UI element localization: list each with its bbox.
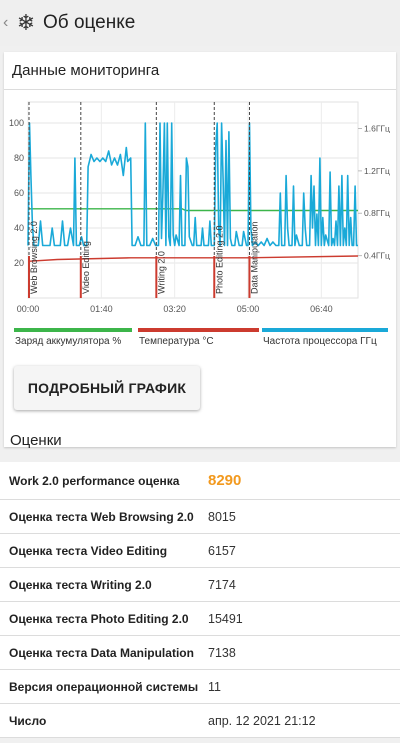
table-row: Оценка теста Writing 2.0 7174 [0,568,400,602]
series-line-battery [28,208,358,212]
legend-swatch-2 [262,328,388,332]
page-title: Об оценке [43,12,136,33]
y-right-tick-label: 1.2ГГц [364,166,390,176]
legend-label: Температура °C [139,336,214,347]
test-marker-label: Web Browsing 2.0 [29,221,39,294]
score-label: Оценка теста Writing 2.0 [9,578,152,592]
snowflake-icon: ❄ [16,10,36,35]
x-tick-label: 00:00 [17,304,40,314]
table-row: Оценка теста Video Editing 6157 [0,534,400,568]
plot-area [27,101,359,299]
y-tick-label: 20 [14,258,24,268]
y-right-tick-label: 1.6ГГц [364,123,390,133]
monitoring-title: Данные мониторинга [12,62,160,79]
y-right-tick-label: 0.8ГГц [364,208,390,218]
test-marker-label: Video Editing [81,241,91,294]
score-label: Оценка теста Video Editing [9,544,168,558]
scores-table: Work 2.0 performance оценка 8290 Оценка те… [0,462,400,738]
test-marker-label: Data Manipulation [249,221,259,294]
y-tick-label: 40 [14,223,24,233]
y-tick-label: 100 [9,118,24,128]
monitoring-chart[interactable]: 100 80 60 40 20 1.6ГГц 1.2ГГц 0.8ГГц 0.4ГГц 00:00… [4,52,396,352]
test-marker-label: Writing 2.0 [156,251,166,294]
x-tick-label: 05:00 [237,304,260,314]
test-marker-label: Photo Editing 2.0 [214,225,224,294]
score-value: 8015 [208,510,236,524]
app-bar: ‹ ❄ Об оценке [0,0,400,46]
y-right-tick-label: 0.4ГГц [364,251,390,261]
table-row: Work 2.0 performance оценка 8290 [0,462,400,500]
x-tick-label: 06:40 [310,304,333,314]
x-tick-label: 03:20 [163,304,186,314]
legend-swatch-0 [14,328,132,332]
y-tick-label: 60 [14,188,24,198]
series-line-cpu-frequency [27,122,358,247]
score-label: Версия операционной системы [9,680,199,694]
y-tick-label: 80 [14,153,24,163]
back-icon[interactable]: ‹ [3,14,9,31]
table-row: Число апр. 12 2021 21:12 [0,704,400,738]
table-row: Оценка теста Web Browsing 2.0 8015 [0,500,400,534]
score-label: Число [9,714,47,728]
legend-swatch-1 [138,328,259,332]
legend-label: Частота процессора ГГц [263,336,377,347]
x-tick-label: 01:40 [90,304,113,314]
score-value: 6157 [208,544,236,558]
score-value: апр. 12 2021 21:12 [208,714,316,728]
score-value: 7138 [208,646,236,660]
detailed-graph-button[interactable]: ПОДРОБНЫЙ ГРАФИК [14,366,200,410]
legend-label: Заряд аккумулятора % [15,336,121,347]
scores-title: Оценки [10,432,62,449]
score-label: Оценка теста Data Manipulation [9,646,194,660]
score-label: Оценка теста Photo Editing 2.0 [9,612,189,626]
table-row: Оценка теста Photo Editing 2.0 15491 [0,602,400,636]
score-value: 15491 [208,612,243,626]
score-label: Work 2.0 performance оценка [9,474,180,488]
table-row: Версия операционной системы 11 [0,670,400,704]
series-line-temperature [27,255,359,262]
score-label: Оценка теста Web Browsing 2.0 [9,510,194,524]
score-value: 11 [208,680,221,694]
table-row: Оценка теста Data Manipulation 7138 [0,636,400,670]
divider [4,89,396,90]
score-value: 7174 [208,578,236,592]
overall-score-value: 8290 [208,472,242,489]
